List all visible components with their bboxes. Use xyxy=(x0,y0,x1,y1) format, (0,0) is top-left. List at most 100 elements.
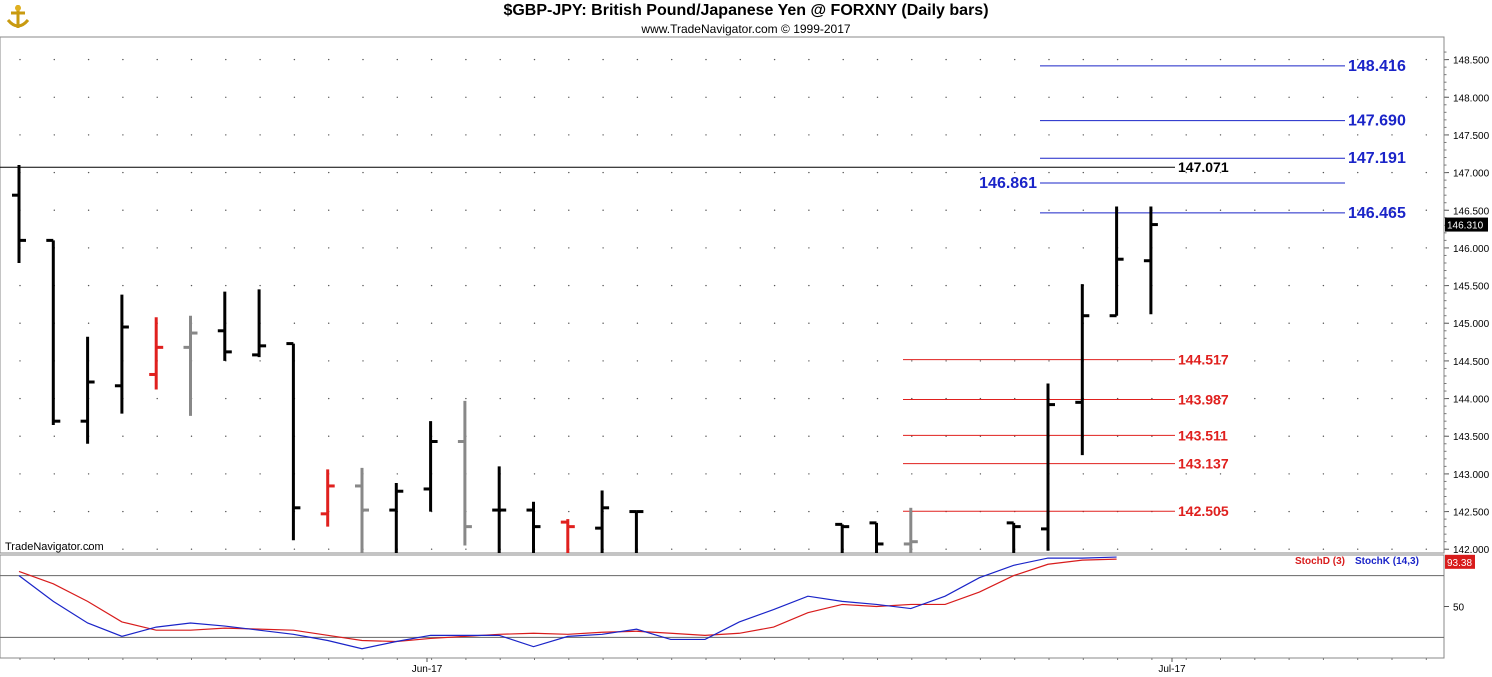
grid-dot xyxy=(1425,171,1428,174)
grid-dot xyxy=(1322,134,1325,136)
grid-dot xyxy=(190,284,193,287)
grid-dot xyxy=(190,96,193,98)
grid-dot xyxy=(568,284,570,287)
grid-dot xyxy=(945,548,947,550)
grid-dot xyxy=(1219,548,1222,550)
grid-dot xyxy=(1357,96,1359,98)
grid-dot xyxy=(1014,209,1016,211)
grid-dot xyxy=(1082,58,1085,61)
grid-dot xyxy=(1322,209,1325,211)
level-label: 147.191 xyxy=(1348,150,1406,167)
grid-dot xyxy=(293,96,296,98)
grid-dot xyxy=(1391,397,1393,400)
grid-dot xyxy=(1219,96,1222,98)
grid-dot xyxy=(122,209,124,211)
y-tick-label: 147.500 xyxy=(1453,131,1490,142)
ohlc-bar xyxy=(320,469,335,527)
grid-dot xyxy=(1254,96,1256,98)
grid-dot xyxy=(1322,397,1325,400)
grid-dot xyxy=(979,58,982,61)
grid-dot xyxy=(396,134,398,136)
grid-dot xyxy=(430,322,433,324)
grid-dot xyxy=(1391,322,1393,324)
level-label: 146.861 xyxy=(979,175,1037,192)
grid-dot xyxy=(1254,171,1256,174)
grid-dot xyxy=(53,171,55,174)
grid-dot xyxy=(911,96,913,98)
grid-dot xyxy=(1116,171,1119,174)
grid-dot xyxy=(499,322,501,324)
level-label: 144.517 xyxy=(1178,352,1229,368)
grid-dot xyxy=(636,322,639,324)
grid-dot xyxy=(1219,473,1222,475)
grid-dot xyxy=(1288,473,1290,475)
grid-dot xyxy=(705,247,707,249)
grid-dot xyxy=(568,247,570,249)
grid-dot xyxy=(671,548,673,550)
grid-dot xyxy=(739,435,741,437)
grid-dot xyxy=(259,134,261,136)
grid-dot xyxy=(1048,360,1050,362)
grid-dot xyxy=(1116,134,1119,136)
grid-dot xyxy=(808,134,810,136)
grid-dot xyxy=(430,134,433,136)
grid-dot xyxy=(1322,284,1325,287)
ohlc-bar xyxy=(46,238,61,425)
ohlc-bar xyxy=(1109,206,1124,318)
grid-dot xyxy=(53,96,55,98)
grid-dot xyxy=(842,322,844,324)
grid-dot xyxy=(602,397,604,400)
grid-dot xyxy=(773,548,776,550)
grid-dot xyxy=(53,435,55,437)
grid-dot xyxy=(1185,171,1187,174)
grid-dot xyxy=(225,247,227,249)
grid-dot xyxy=(259,360,261,362)
grid-dot xyxy=(773,322,776,324)
grid-dot xyxy=(190,134,193,136)
grid-dot xyxy=(1357,473,1359,475)
grid-dot xyxy=(602,96,604,98)
grid-dot xyxy=(602,322,604,324)
grid-dot xyxy=(1357,171,1359,174)
grid-dot xyxy=(293,171,296,174)
grid-dot xyxy=(1014,58,1016,61)
grid-dot xyxy=(1288,134,1290,136)
grid-dot xyxy=(465,284,467,287)
grid-dot xyxy=(396,96,398,98)
grid-dot xyxy=(396,473,398,475)
grid-dot xyxy=(1151,473,1153,475)
level-label: 142.505 xyxy=(1178,503,1229,519)
grid-dot xyxy=(636,397,639,400)
grid-dot xyxy=(739,322,741,324)
grid-dot xyxy=(568,360,570,362)
grid-dot xyxy=(876,360,879,362)
grid-dot xyxy=(808,548,810,550)
grid-dot xyxy=(1391,473,1393,475)
grid-dot xyxy=(1288,435,1290,437)
grid-dot xyxy=(739,209,741,211)
grid-dot xyxy=(1288,58,1290,61)
grid-dot xyxy=(1391,247,1393,249)
grid-dot xyxy=(1254,397,1256,400)
grid-dot xyxy=(1425,96,1428,98)
ohlc-bar xyxy=(560,519,575,553)
grid-dot xyxy=(190,510,193,513)
grid-dot xyxy=(53,134,55,136)
grid-dot xyxy=(842,284,844,287)
grid-dot xyxy=(1425,548,1428,550)
grid-dot xyxy=(1425,134,1428,136)
grid-dot xyxy=(945,96,947,98)
grid-dot xyxy=(911,322,913,324)
grid-dot xyxy=(156,171,158,174)
grid-dot xyxy=(430,171,433,174)
grid-dot xyxy=(1357,360,1359,362)
grid-dot xyxy=(945,58,947,61)
grid-dot xyxy=(1254,510,1256,513)
grid-dot xyxy=(1288,247,1290,249)
grid-dot xyxy=(533,58,536,61)
grid-dot xyxy=(1014,360,1016,362)
y-tick-label: 146.000 xyxy=(1453,244,1490,255)
grid-dot xyxy=(1151,96,1153,98)
watermark: TradeNavigator.com xyxy=(5,541,104,553)
grid-dot xyxy=(122,58,124,61)
